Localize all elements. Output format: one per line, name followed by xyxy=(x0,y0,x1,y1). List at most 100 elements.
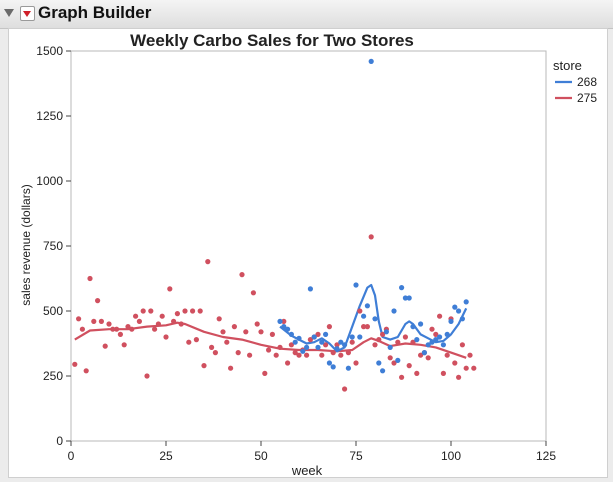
point-275 xyxy=(186,339,192,345)
point-275 xyxy=(304,352,310,358)
point-275 xyxy=(349,339,355,345)
point-268 xyxy=(285,326,291,332)
point-275 xyxy=(285,360,291,366)
point-275 xyxy=(209,344,215,350)
legend-title: store xyxy=(553,58,582,73)
point-275 xyxy=(418,352,424,358)
point-275 xyxy=(296,352,302,358)
point-275 xyxy=(277,344,283,350)
point-268 xyxy=(364,303,370,309)
y-tick-label: 1500 xyxy=(36,44,63,58)
y-tick-label: 0 xyxy=(56,434,63,448)
point-268 xyxy=(391,308,397,314)
point-275 xyxy=(471,365,477,371)
point-275 xyxy=(216,316,222,322)
point-275 xyxy=(361,324,367,330)
point-275 xyxy=(174,311,180,317)
point-275 xyxy=(129,326,135,332)
point-268 xyxy=(277,318,283,324)
point-275 xyxy=(231,324,237,330)
point-275 xyxy=(395,339,401,345)
point-275 xyxy=(307,337,313,343)
point-275 xyxy=(406,363,412,369)
point-268 xyxy=(418,321,424,327)
point-275 xyxy=(239,272,245,278)
point-275 xyxy=(414,370,420,376)
smooth-line-275 xyxy=(74,321,467,359)
point-268 xyxy=(406,295,412,301)
point-268 xyxy=(433,337,439,343)
point-275 xyxy=(155,321,161,327)
point-275 xyxy=(110,326,116,332)
x-tick-label: 25 xyxy=(159,449,173,463)
point-275 xyxy=(182,308,188,314)
point-275 xyxy=(87,275,93,282)
point-275 xyxy=(148,308,154,314)
point-275 xyxy=(326,324,332,330)
point-275 xyxy=(201,363,207,369)
legend-label-268: 268 xyxy=(577,75,597,89)
point-275 xyxy=(292,350,298,356)
point-275 xyxy=(106,321,112,327)
point-275 xyxy=(387,355,393,361)
point-275 xyxy=(258,329,264,335)
point-268 xyxy=(459,316,465,322)
point-268 xyxy=(288,331,294,337)
point-268 xyxy=(440,342,446,348)
point-275 xyxy=(433,331,439,337)
point-275 xyxy=(228,365,234,371)
point-275 xyxy=(376,337,382,343)
x-tick-label: 50 xyxy=(254,449,268,463)
point-275 xyxy=(193,337,199,343)
point-275 xyxy=(121,342,127,348)
point-275 xyxy=(262,370,268,376)
collapse-disclosure-icon[interactable] xyxy=(4,9,14,17)
y-tick-label: 750 xyxy=(43,239,63,253)
point-275 xyxy=(323,342,329,348)
point-268 xyxy=(421,350,427,356)
point-268 xyxy=(338,339,344,345)
point-275 xyxy=(144,373,150,379)
x-tick-label: 125 xyxy=(536,449,556,463)
point-268 xyxy=(361,313,367,319)
legend: store 268 275 xyxy=(553,58,597,105)
point-275 xyxy=(410,339,416,345)
point-268 xyxy=(414,337,420,343)
point-275 xyxy=(117,331,123,337)
x-tick-label: 100 xyxy=(441,449,461,463)
red-triangle-icon xyxy=(23,11,31,17)
point-275 xyxy=(368,234,374,240)
point-275 xyxy=(114,326,120,332)
point-268 xyxy=(326,360,332,366)
red-triangle-menu-button[interactable] xyxy=(20,6,35,21)
chart-title: Weekly Carbo Sales for Two Stores xyxy=(130,31,414,50)
point-268 xyxy=(357,334,363,340)
point-268 xyxy=(368,58,374,64)
point-275 xyxy=(247,352,253,358)
point-268 xyxy=(349,334,355,340)
x-tick-label: 0 xyxy=(68,449,75,463)
point-275 xyxy=(437,313,443,319)
point-275 xyxy=(250,290,256,296)
point-275 xyxy=(399,374,405,380)
point-268 xyxy=(380,368,386,374)
point-268 xyxy=(307,286,313,292)
point-268 xyxy=(444,331,450,337)
point-268 xyxy=(281,324,287,330)
point-275 xyxy=(353,360,359,366)
point-275 xyxy=(273,352,279,358)
point-275 xyxy=(266,347,272,353)
x-axis-label: week xyxy=(291,463,323,478)
point-275 xyxy=(133,313,139,319)
point-268 xyxy=(410,324,416,330)
point-268 xyxy=(319,339,325,345)
point-268 xyxy=(296,335,302,341)
point-268 xyxy=(330,364,336,370)
point-275 xyxy=(380,331,386,337)
point-275 xyxy=(319,352,325,358)
point-275 xyxy=(243,329,249,335)
point-275 xyxy=(334,342,340,348)
point-275 xyxy=(456,374,462,380)
point-275 xyxy=(76,316,82,322)
